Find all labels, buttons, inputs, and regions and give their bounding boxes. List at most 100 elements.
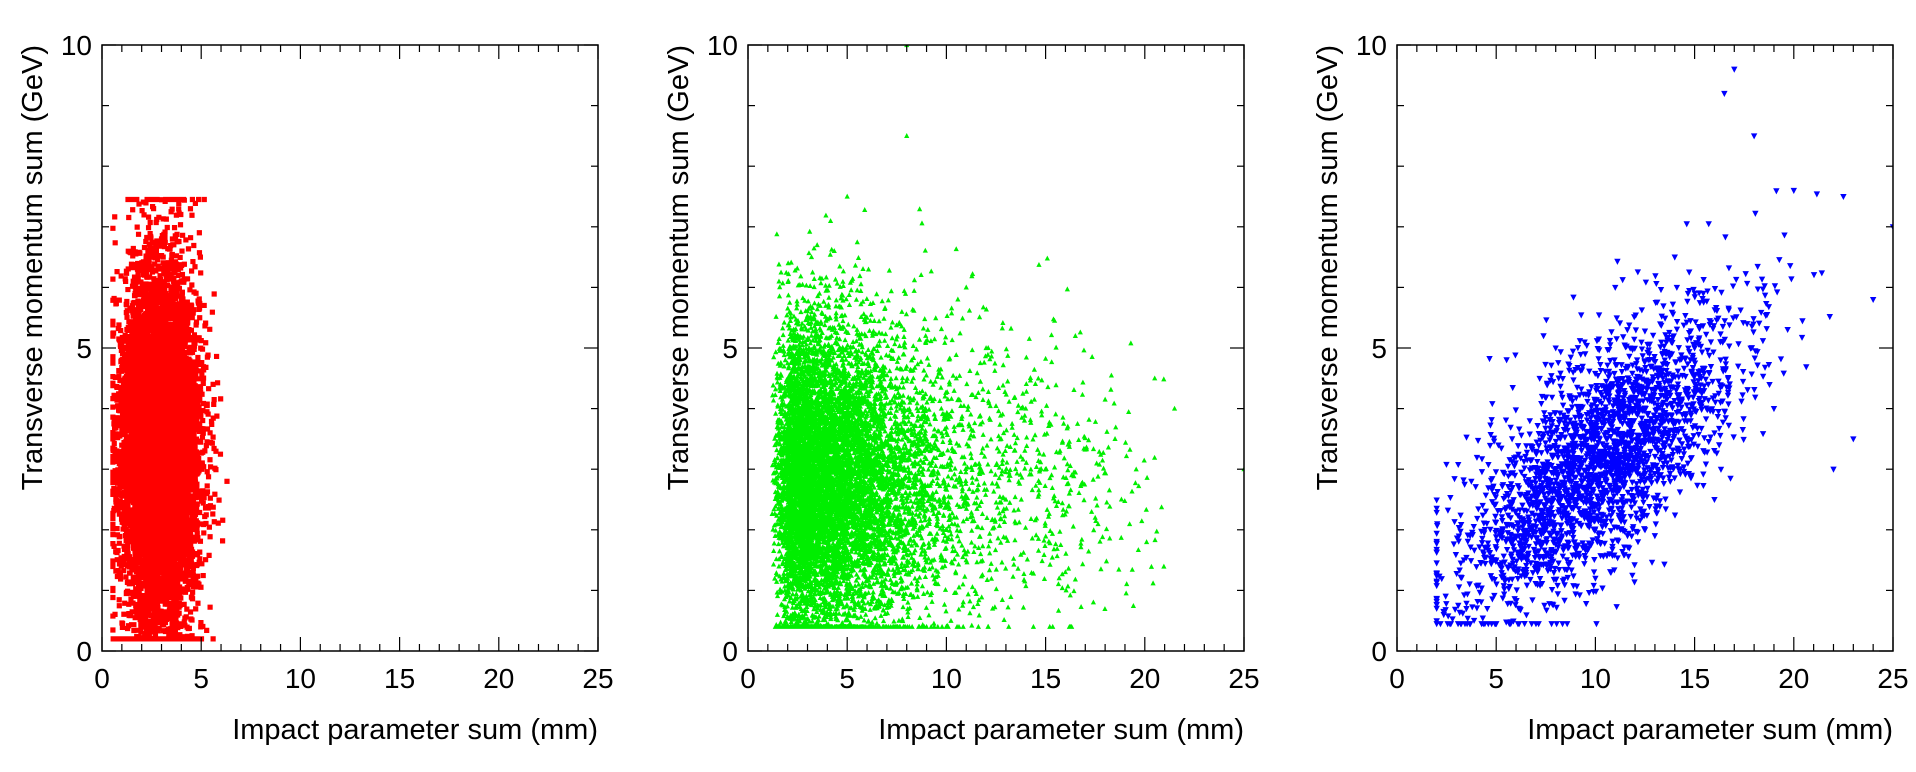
x-tick-label: 15 [1679, 663, 1710, 694]
data-point [129, 357, 135, 363]
data-point [1572, 496, 1579, 504]
data-point [963, 284, 969, 290]
data-point [1612, 284, 1619, 291]
data-point [1711, 496, 1718, 504]
scatter-panel-3: 0 5 10 15 20 25 0 5 10 Impact parameter sum (mm) T… [1312, 30, 1909, 746]
x-tick-label: 5 [193, 663, 209, 694]
y-tick-label: 5 [722, 333, 738, 364]
data-point [808, 254, 815, 260]
data-point [983, 345, 989, 351]
data-point [785, 557, 791, 563]
data-point [174, 484, 180, 490]
y-axis-title: Transverse momentum sum (GeV) [1312, 45, 1344, 490]
data-point [923, 436, 930, 441]
x-axis-title: Impact parameter sum (mm) [878, 714, 1244, 746]
data-point [1830, 466, 1837, 473]
data-point [775, 375, 781, 381]
data-point [1631, 406, 1639, 413]
data-point [1850, 436, 1857, 443]
y-tick-label: 0 [1371, 636, 1387, 667]
x-tick-label: 25 [1228, 663, 1259, 694]
y-axis-title: Transverse momentum sum (GeV) [663, 45, 695, 490]
data-point [158, 236, 165, 242]
data-point [113, 496, 119, 503]
x-tick-label: 0 [94, 663, 110, 694]
data-point [1661, 418, 1669, 425]
data-point [1592, 575, 1599, 582]
data-point [1691, 345, 1698, 352]
y-tick-label: 10 [61, 30, 92, 61]
x-tick-label: 10 [1580, 663, 1611, 694]
data-point [1112, 436, 1118, 441]
data-point [844, 193, 850, 199]
data-point [224, 478, 230, 484]
scatter-panel-2: 0 5 10 15 20 25 0 5 10 Impact parameter sum (mm) T… [663, 30, 1260, 746]
data-point [1512, 454, 1520, 461]
data-point [1671, 254, 1678, 261]
y-tick-label: 0 [76, 636, 92, 667]
data-point [123, 412, 129, 418]
y-tick-label: 10 [1356, 30, 1387, 61]
data-point [1043, 466, 1049, 472]
x-axis-title: Impact parameter sum (mm) [1527, 714, 1893, 746]
data-point [152, 618, 159, 624]
data-point [170, 278, 177, 284]
data-point [834, 466, 840, 472]
data-point [1790, 187, 1797, 194]
data-point [904, 133, 910, 138]
y-tick-label: 5 [76, 333, 92, 364]
data-point [1840, 193, 1847, 201]
data-point [814, 393, 821, 399]
data-point [156, 575, 163, 581]
x-tick-label: 5 [1488, 663, 1504, 694]
x-tick-label: 0 [1389, 663, 1405, 694]
data-point [1152, 375, 1158, 381]
data-point [1171, 405, 1178, 411]
data-point [795, 478, 801, 484]
data-point [884, 496, 890, 502]
data-point [1641, 527, 1649, 534]
x-tick-label: 10 [285, 663, 316, 694]
y-tick-label: 10 [707, 30, 738, 61]
data-point [164, 515, 171, 521]
data-point [210, 381, 216, 387]
x-tick-label: 25 [1877, 663, 1908, 694]
data-point [1552, 345, 1559, 352]
data-point [202, 490, 208, 497]
data-point [1770, 406, 1778, 413]
data-point [149, 454, 155, 460]
x-tick-label: 15 [384, 663, 415, 694]
data-point [135, 521, 141, 527]
data-point [143, 290, 149, 297]
data-point [180, 333, 186, 339]
x-tick-label: 5 [839, 663, 855, 694]
y-axis-title: Transverse momentum sum (GeV) [17, 45, 49, 490]
data-point [1072, 333, 1078, 338]
data-point [119, 557, 125, 563]
data-point [1003, 496, 1009, 502]
data-point [1750, 133, 1758, 140]
x-tick-label: 20 [483, 663, 514, 694]
data-point [864, 314, 870, 320]
data-point [166, 369, 173, 375]
data-point [150, 206, 157, 212]
data-point [1463, 606, 1470, 613]
y-tick-label: 5 [1371, 333, 1387, 364]
data-point [1869, 296, 1877, 304]
x-tick-label: 15 [1030, 663, 1061, 694]
point-cloud [110, 196, 226, 642]
data-point [190, 460, 196, 466]
point-cloud [769, 206, 1167, 629]
x-tick-label: 20 [1129, 663, 1160, 694]
data-point [1721, 90, 1728, 97]
data-point [1023, 405, 1029, 411]
data-point [1542, 527, 1549, 534]
data-point [1731, 66, 1738, 73]
x-axis-title: Impact parameter sum (mm) [232, 714, 598, 746]
data-point [1092, 514, 1098, 520]
data-point [1602, 454, 1609, 461]
data-point [953, 375, 959, 381]
x-tick-label: 0 [740, 663, 756, 694]
scatter-panel-1: 0 5 10 15 20 25 0 5 10 Impact parameter sum (mm) T… [17, 30, 614, 746]
